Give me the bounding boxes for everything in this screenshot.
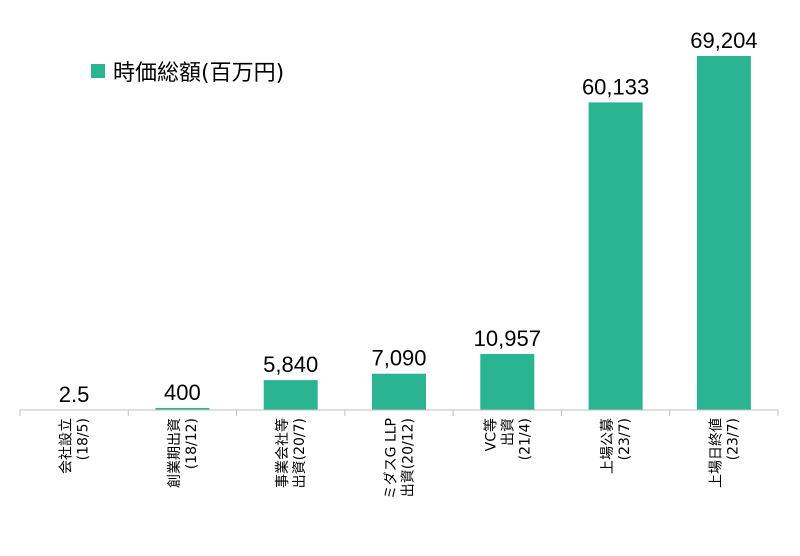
category-label-line: 創業期出資 bbox=[167, 418, 183, 488]
category-label-line: 上場公募 bbox=[600, 418, 616, 474]
category-label-line: 上場日終値 bbox=[708, 418, 724, 488]
category-label-line: (23/7) bbox=[617, 418, 633, 460]
value-label-5: 60,133 bbox=[582, 74, 649, 99]
category-label-4: VC等 出資 (21/4) bbox=[482, 418, 533, 460]
category-label-6: 上場日終値 (23/7) bbox=[708, 418, 741, 488]
legend-label: 時価総額(百万円) bbox=[113, 61, 284, 86]
value-label-4: 10,957 bbox=[474, 326, 541, 351]
category-label-2: 事業会社等 出資(20/7) bbox=[274, 418, 308, 488]
category-label-line: 会社設立 bbox=[59, 418, 75, 474]
category-label-line: (23/7) bbox=[725, 418, 741, 460]
bar-2 bbox=[263, 380, 318, 410]
bar-3 bbox=[372, 373, 426, 410]
value-label-2: 5,840 bbox=[263, 352, 318, 377]
category-label-line: (18/5) bbox=[76, 418, 92, 460]
category-label-line: (21/4) bbox=[517, 418, 533, 460]
category-label-3: ミダスG LLP 出資(20/12) bbox=[384, 418, 417, 499]
legend: 時価総額(百万円) bbox=[91, 61, 284, 86]
value-label-1: 400 bbox=[164, 380, 201, 405]
legend-swatch bbox=[91, 64, 105, 78]
category-label-line: 出資(20/12) bbox=[401, 418, 417, 497]
category-label-line: ミダスG LLP bbox=[384, 418, 400, 499]
category-labels-group: 会社設立 (18/5) 創業期出資 (18/12) 事業会社等 出資(20/7) ミダスG … bbox=[59, 418, 742, 499]
value-label-6: 69,204 bbox=[690, 28, 757, 53]
category-label-line: 出資 bbox=[500, 418, 516, 446]
category-label-1: 創業期出資 (18/12) bbox=[167, 418, 200, 488]
category-label-line: (18/12) bbox=[184, 418, 200, 469]
bar-1 bbox=[155, 408, 210, 411]
category-label-line: 事業会社等 bbox=[274, 418, 291, 488]
bar-4 bbox=[480, 354, 535, 411]
value-labels-group: 2.5 400 5,840 7,090 10,957 60,133 69,204 bbox=[59, 28, 758, 407]
bar-6 bbox=[696, 56, 751, 410]
category-label-line: 出資(20/7) bbox=[292, 418, 308, 488]
category-label-line: VC等 bbox=[482, 418, 499, 451]
value-label-3: 7,090 bbox=[371, 346, 426, 371]
bar-5 bbox=[588, 102, 643, 411]
bars-group bbox=[47, 56, 751, 411]
category-label-0: 会社設立 (18/5) bbox=[59, 418, 92, 474]
category-label-5: 上場公募 (23/7) bbox=[600, 418, 633, 474]
x-axis-ticks bbox=[19, 410, 779, 416]
value-label-0: 2.5 bbox=[59, 382, 90, 407]
